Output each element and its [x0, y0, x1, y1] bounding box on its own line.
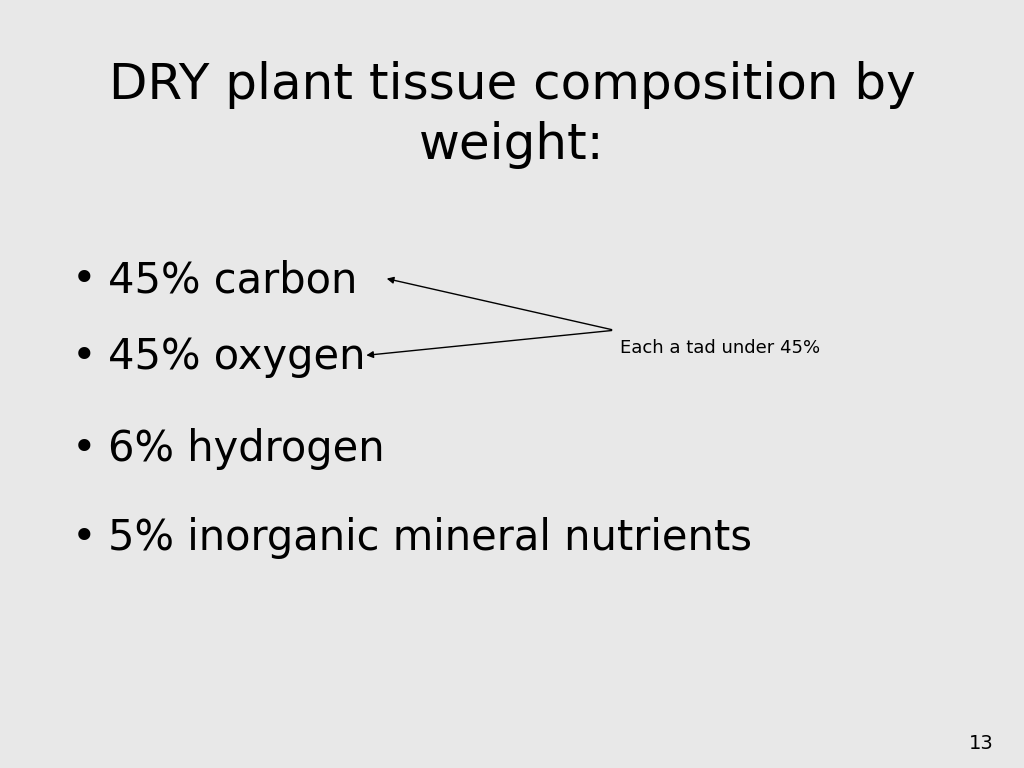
Text: •: •: [72, 336, 96, 378]
Text: 6% hydrogen: 6% hydrogen: [108, 429, 384, 470]
Text: DRY plant tissue composition by
weight:: DRY plant tissue composition by weight:: [109, 61, 915, 169]
Text: Each a tad under 45%: Each a tad under 45%: [620, 339, 819, 357]
Text: 45% carbon: 45% carbon: [108, 260, 357, 301]
Text: •: •: [72, 429, 96, 470]
Text: •: •: [72, 517, 96, 558]
Text: 13: 13: [969, 733, 993, 753]
Text: •: •: [72, 260, 96, 301]
Text: 45% oxygen: 45% oxygen: [108, 336, 365, 378]
Text: 5% inorganic mineral nutrients: 5% inorganic mineral nutrients: [108, 517, 752, 558]
